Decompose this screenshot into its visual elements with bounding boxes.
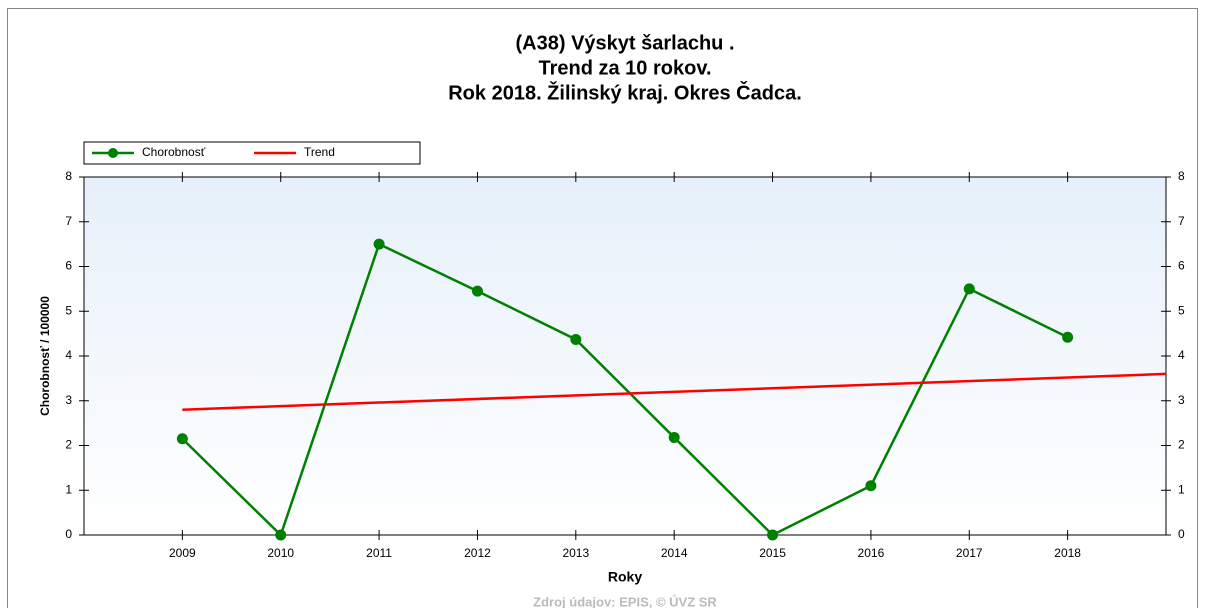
y-tick-label: 5 — [65, 303, 72, 317]
series-line — [181, 242, 1069, 538]
x-tick-label: 2011 — [366, 546, 392, 560]
chart-title: (A38) Výskyt šarlachu . — [516, 32, 735, 54]
marker — [275, 529, 287, 541]
marker — [176, 433, 188, 445]
y-tick-label: 2 — [65, 438, 72, 452]
chart-title: Trend za 10 rokov. — [538, 57, 711, 79]
x-tick-label: 2018 — [1054, 546, 1081, 560]
y2-tick-label: 7 — [1178, 214, 1185, 228]
x-tick-label: 2010 — [267, 546, 294, 560]
y2-tick-label: 1 — [1178, 482, 1185, 496]
x-tick-label: 2016 — [858, 546, 885, 560]
y-tick-label: 1 — [65, 482, 72, 496]
legend-marker — [108, 148, 118, 158]
y2-tick-label: 2 — [1178, 438, 1185, 452]
marker — [668, 431, 680, 443]
y-tick-label: 3 — [65, 393, 72, 407]
x-tick-label: 2015 — [759, 546, 786, 560]
chart-title: Rok 2018. Žilinský kraj. Okres Čadca. — [448, 80, 802, 104]
y-tick-label: 8 — [65, 169, 72, 183]
y-tick-label: 0 — [65, 527, 72, 541]
y-tick-label: 6 — [65, 259, 72, 273]
legend-label: Chorobnosť — [142, 145, 206, 159]
marker — [963, 283, 975, 295]
marker — [570, 333, 582, 345]
y-tick-label: 7 — [65, 214, 72, 228]
x-axis-label: Roky — [608, 569, 642, 585]
x-tick-label: 2017 — [956, 546, 983, 560]
marker — [373, 238, 385, 250]
y2-tick-label: 6 — [1178, 259, 1185, 273]
y2-tick-label: 8 — [1178, 169, 1185, 183]
y2-tick-label: 0 — [1178, 527, 1185, 541]
y-axis-label: Chorobnosť / 100000 — [38, 296, 52, 416]
legend — [83, 141, 421, 165]
legend-label: Trend — [304, 145, 335, 159]
marker — [767, 529, 779, 541]
x-tick-label: 2012 — [464, 546, 491, 560]
y2-tick-label: 4 — [1178, 348, 1185, 362]
y2-tick-label: 3 — [1178, 393, 1185, 407]
series-line — [182, 372, 1167, 411]
marker — [1062, 331, 1074, 343]
x-tick-label: 2014 — [661, 546, 688, 560]
marker — [865, 480, 877, 492]
y-tick-label: 4 — [65, 348, 72, 362]
x-tick-label: 2009 — [169, 546, 196, 560]
frame — [7, 8, 1198, 608]
source: Zdroj údajov: EPIS, © ÚVZ SR — [533, 594, 717, 608]
x-tick-label: 2013 — [562, 546, 589, 560]
plot-area — [83, 176, 1167, 536]
marker — [471, 285, 483, 297]
y2-tick-label: 5 — [1178, 303, 1185, 317]
